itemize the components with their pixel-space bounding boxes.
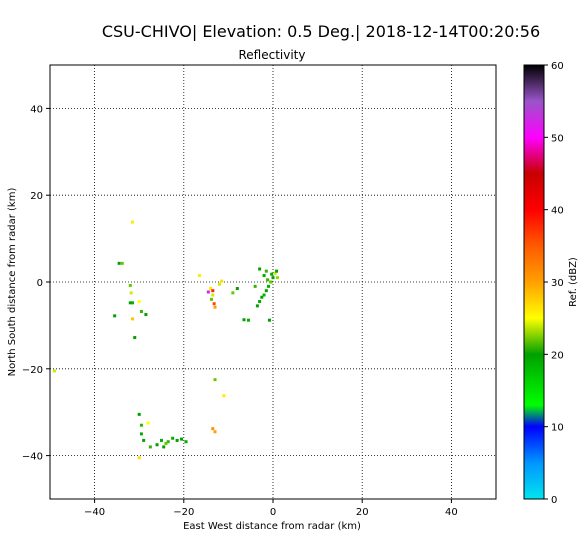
y-tick-label: 40 (30, 104, 43, 115)
plot-title: Reflectivity (238, 48, 305, 62)
colorbar-tick-label: 50 (551, 133, 564, 144)
echo-pixel (117, 261, 121, 265)
colorbar-tick-label: 20 (551, 350, 564, 361)
echo-pixel (175, 438, 179, 442)
x-tick-label: 40 (445, 507, 458, 518)
echo-pixel (266, 278, 270, 282)
echo-pixel (155, 443, 159, 447)
echo-pixel (211, 293, 215, 297)
echo-pixel (211, 427, 215, 431)
echo-pixel (262, 293, 266, 297)
echo-pixel (148, 445, 152, 449)
echo-pixel (267, 284, 271, 288)
echo-pixel (144, 313, 148, 317)
x-axis-label: East West distance from radar (km) (183, 521, 361, 532)
echo-pixel (184, 440, 188, 444)
echo-pixel (139, 310, 143, 314)
echo-pixel (211, 289, 215, 293)
echo-pixel (242, 318, 246, 322)
x-tick-label: 0 (270, 507, 276, 518)
echo-pixel (137, 456, 141, 460)
echo-pixel (222, 394, 226, 398)
y-axis-ticks: −40 −20 0 20 40 (22, 104, 50, 463)
echo-pixel (212, 302, 216, 306)
echo-pixel (113, 314, 117, 318)
echo-pixel (142, 438, 146, 442)
echo-pixel (262, 273, 266, 277)
y-axis-label: North South distance from radar (km) (7, 188, 18, 377)
echo-pixel (120, 261, 124, 265)
echo-pixel (137, 412, 141, 416)
x-tick-label: 20 (356, 507, 369, 518)
echo-pixel (146, 421, 150, 425)
echo-pixel (213, 430, 217, 434)
echo-pixel (166, 440, 170, 444)
y-tick-label: −40 (22, 452, 43, 463)
y-tick-label: 20 (30, 191, 43, 202)
echo-pixel (271, 276, 275, 280)
echo-pixel (206, 290, 210, 294)
echo-pixel (270, 272, 274, 276)
figure-suptitle: CSU-CHIVO| Elevation: 0.5 Deg.| 2018-12-… (102, 22, 540, 41)
x-axis-ticks: −40 −20 0 20 40 (84, 499, 458, 518)
echo-pixel (133, 336, 137, 340)
colorbar-tick-label: 0 (551, 495, 557, 506)
echo-pixel (131, 220, 135, 224)
echo-pixel (197, 273, 201, 277)
echo-pixel (164, 441, 168, 445)
echo-pixel (213, 378, 217, 382)
echo-pixel (131, 317, 135, 321)
y-tick-label: 0 (37, 278, 43, 289)
echo-pixel (209, 287, 213, 291)
echo-pixel (131, 301, 135, 305)
echo-pixel (275, 269, 279, 273)
x-tick-label: −40 (84, 507, 105, 518)
echo-pixel (139, 432, 143, 436)
echo-pixel (129, 291, 133, 295)
echo-pixel (162, 445, 166, 449)
colorbar-ticks: 0 10 20 30 40 50 60 (544, 61, 564, 506)
echo-pixel (128, 283, 132, 287)
echo-pixel (264, 269, 268, 273)
grid-lines (50, 65, 496, 499)
echo-pixel (258, 267, 262, 271)
echo-pixel (260, 295, 264, 299)
echo-pixel (246, 318, 250, 322)
echo-pixel (139, 423, 143, 427)
echo-pixel (267, 318, 271, 322)
colorbar (523, 64, 545, 500)
echo-pixel (137, 300, 141, 304)
echo-pixel (52, 369, 56, 373)
colorbar-tick-label: 10 (551, 423, 564, 434)
colorbar-tick-label: 40 (551, 206, 564, 217)
echo-pixel (255, 304, 259, 308)
colorbar-tick-label: 60 (551, 61, 564, 72)
echo-pixel (217, 282, 221, 286)
echo-pixel (253, 284, 257, 288)
echo-pixel (273, 271, 277, 275)
echo-pixel (231, 291, 235, 295)
echo-pixel (264, 289, 268, 293)
y-tick-label: −20 (22, 365, 43, 376)
echo-pixel (128, 301, 132, 305)
echo-pixel (160, 438, 163, 442)
echo-pixel (258, 300, 262, 304)
colorbar-tick-label: 30 (551, 278, 564, 289)
colorbar-label: Ref. (dBZ) (568, 257, 579, 307)
echo-pixel (269, 280, 273, 284)
echo-pixel (235, 287, 239, 291)
echo-pixel (275, 276, 279, 280)
echo-pixel (209, 297, 213, 301)
x-tick-label: −20 (173, 507, 194, 518)
echo-pixel (213, 305, 217, 309)
echo-pixels (52, 220, 279, 460)
echo-pixel (180, 437, 184, 441)
echo-pixel (220, 279, 224, 283)
echo-pixel (171, 436, 175, 440)
